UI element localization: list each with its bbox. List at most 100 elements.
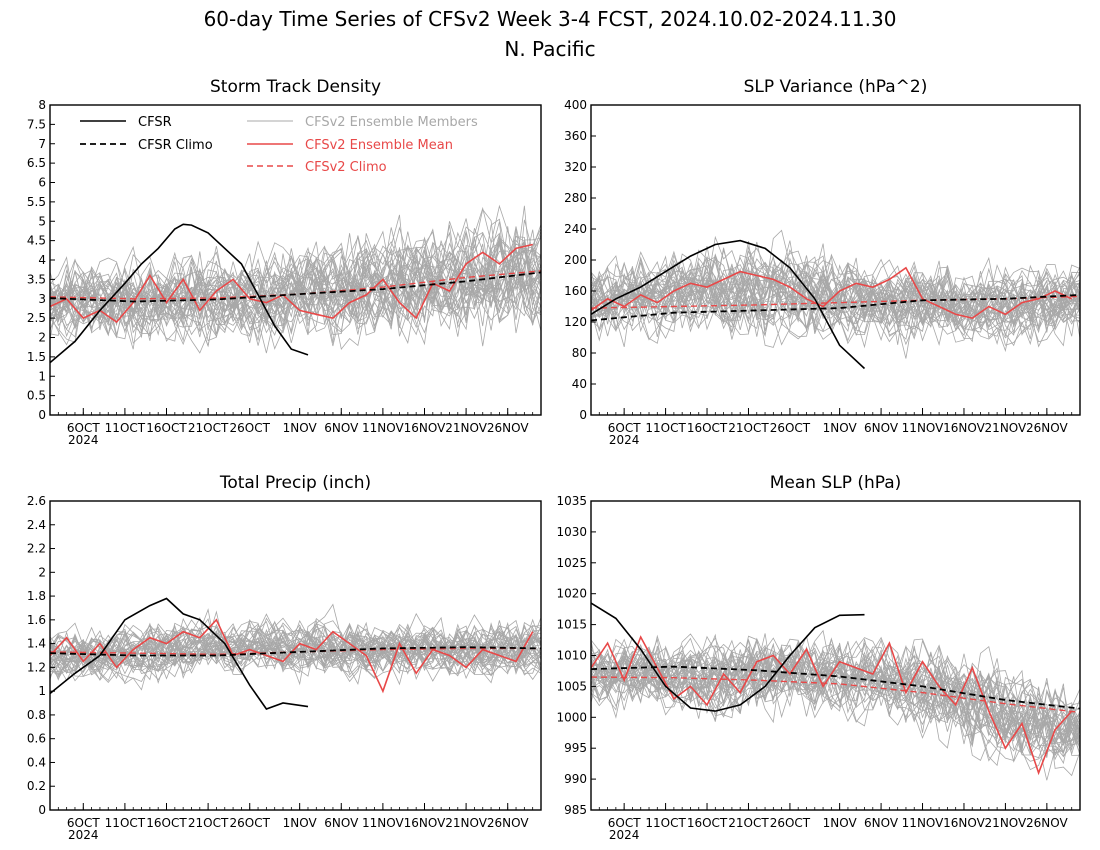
- panel-3: Total Precip (inch) 0 0.2 0.4 0.6 0.8 1 1.2 1.4 1…: [27, 473, 542, 842]
- x-tick-label: 6NOV: [864, 421, 899, 435]
- x-tick-label: 6NOV: [864, 816, 899, 830]
- x-year-label: 2024: [609, 828, 640, 842]
- y-tick-label: 0.2: [27, 779, 46, 793]
- y-tick-label: 0.4: [27, 755, 46, 769]
- x-tick-label: 26OCT: [770, 816, 811, 830]
- ensemble-member-line: [591, 267, 1080, 348]
- y-tick-label: 6.5: [27, 156, 46, 170]
- y-tick-label: 4: [38, 253, 46, 267]
- x-tick-label: 6OCT: [608, 421, 641, 435]
- ensemble-member-line: [50, 230, 541, 343]
- y-tick-label: 3.5: [27, 272, 46, 286]
- ensemble-member-line: [591, 637, 1080, 754]
- x-tick-label: 6OCT: [67, 816, 100, 830]
- y-tick-label: 1000: [556, 710, 587, 724]
- x-year-label: 2024: [68, 828, 99, 842]
- y-tick-label: 2: [38, 331, 46, 345]
- x-tick-label: 16NOV: [404, 816, 446, 830]
- panel-title: SLP Variance (hPa^2): [744, 77, 928, 97]
- y-tick-label: 160: [564, 284, 587, 298]
- cfsr-line: [591, 239, 866, 370]
- y-tick-label: 2: [38, 565, 46, 579]
- y-tick-label: 1005: [556, 679, 587, 693]
- x-tick-label: 21NOV: [985, 421, 1027, 435]
- ensemble-member-line: [591, 644, 1080, 762]
- y-tick-label: 7.5: [27, 117, 46, 131]
- x-tick-label: 1NOV: [823, 421, 858, 435]
- x-tick-label: 6OCT: [608, 816, 641, 830]
- ensemble-member-line: [50, 228, 541, 330]
- legend-cfsr-climo-label: CFSR Climo: [138, 138, 213, 153]
- cfsv2-climo-line: [50, 270, 541, 300]
- x-tick-label: 16OCT: [146, 816, 187, 830]
- x-year-label: 2024: [68, 433, 99, 447]
- x-tick-label: 21NOV: [445, 816, 487, 830]
- x-tick-label: 11OCT: [105, 816, 146, 830]
- panel-4: Mean SLP (hPa) 985 990 995 1000 1005 1010 1015 1…: [556, 473, 1081, 842]
- x-tick-label: 11NOV: [362, 816, 404, 830]
- ensemble-member-line: [50, 236, 541, 350]
- y-tick-label: 0.5: [27, 389, 46, 403]
- ensemble-member-line: [50, 242, 541, 333]
- legend-cfsr-label: CFSR: [138, 115, 172, 130]
- x-tick-label: 11OCT: [105, 421, 146, 435]
- y-tick-label: 1030: [556, 525, 587, 539]
- y-tick-label: 280: [564, 191, 587, 205]
- ensemble-mean-line: [591, 266, 1073, 319]
- ensemble-member-line: [50, 229, 541, 337]
- ensemble-member-line: [50, 617, 541, 675]
- y-tick-label: 990: [564, 772, 587, 786]
- panels: Storm Track Density 0 0.5 1 1.5 2 2.5 3 3.5 4 4.5 5…: [27, 77, 1081, 842]
- plot-area: [50, 204, 541, 364]
- x-tick-label: 16NOV: [404, 421, 446, 435]
- x-tick-label: 21NOV: [985, 816, 1027, 830]
- cfsr-climo-line: [50, 646, 541, 657]
- y-tick-label: 1020: [556, 587, 587, 601]
- y-tick-label: 1: [38, 684, 46, 698]
- panel-1: Storm Track Density 0 0.5 1 1.5 2 2.5 3 3.5 4 4.5 5…: [27, 77, 542, 447]
- ensemble-member-line: [591, 255, 1080, 328]
- y-tick-label: 1.5: [27, 350, 46, 364]
- ensemble-member-line: [591, 638, 1080, 765]
- y-tick-label: 985: [564, 803, 587, 817]
- y-tick-label: 2.2: [27, 542, 46, 556]
- y-tick-label: 6: [38, 176, 46, 190]
- x-tick-label: 26NOV: [487, 816, 529, 830]
- y-tick-label: 1.2: [27, 660, 46, 674]
- y-tick-label: 0: [579, 408, 587, 422]
- cfsr-line: [50, 597, 309, 710]
- legend: CFSR CFSR Climo CFSv2 Ensemble Members CFSv…: [80, 115, 478, 175]
- ensemble-member-line: [591, 638, 1080, 756]
- ensemble-member-line: [591, 256, 1080, 338]
- x-year-label: 2024: [609, 433, 640, 447]
- y-tick-label: 0.8: [27, 708, 46, 722]
- ensemble-member-line: [50, 214, 541, 346]
- legend-mean-label: CFSv2 Ensemble Mean: [305, 138, 453, 153]
- cfsr-line: [591, 602, 865, 712]
- y-tick-label: 7: [38, 137, 46, 151]
- y-tick-label: 4.5: [27, 234, 46, 248]
- panel-title: Mean SLP (hPa): [770, 473, 902, 493]
- x-tick-label: 21OCT: [188, 421, 229, 435]
- x-tick-label: 21NOV: [445, 421, 487, 435]
- ensemble-member-line: [50, 623, 541, 682]
- y-tick-label: 1025: [556, 556, 587, 570]
- ensemble-member-line: [50, 608, 541, 676]
- ensemble-mean-line: [591, 635, 1073, 776]
- x-tick-label: 1NOV: [283, 816, 318, 830]
- y-tick-label: 40: [572, 377, 587, 391]
- ensemble-member-line: [50, 245, 541, 342]
- y-tick-label: 320: [564, 160, 587, 174]
- y-tick-label: 200: [564, 253, 587, 267]
- x-tick-label: 6NOV: [324, 816, 359, 830]
- x-tick-label: 1NOV: [283, 421, 318, 435]
- y-tick-label: 1.4: [27, 637, 46, 651]
- cfsv2-climo-line: [591, 676, 1080, 714]
- x-tick-label: 21OCT: [728, 816, 769, 830]
- y-tick-label: 1015: [556, 618, 587, 632]
- ensemble-member-line: [50, 218, 541, 338]
- y-tick-label: 400: [564, 98, 587, 112]
- y-tick-label: 3: [38, 292, 46, 306]
- y-tick-label: 1010: [556, 649, 587, 663]
- cfsr-climo-line: [50, 271, 541, 303]
